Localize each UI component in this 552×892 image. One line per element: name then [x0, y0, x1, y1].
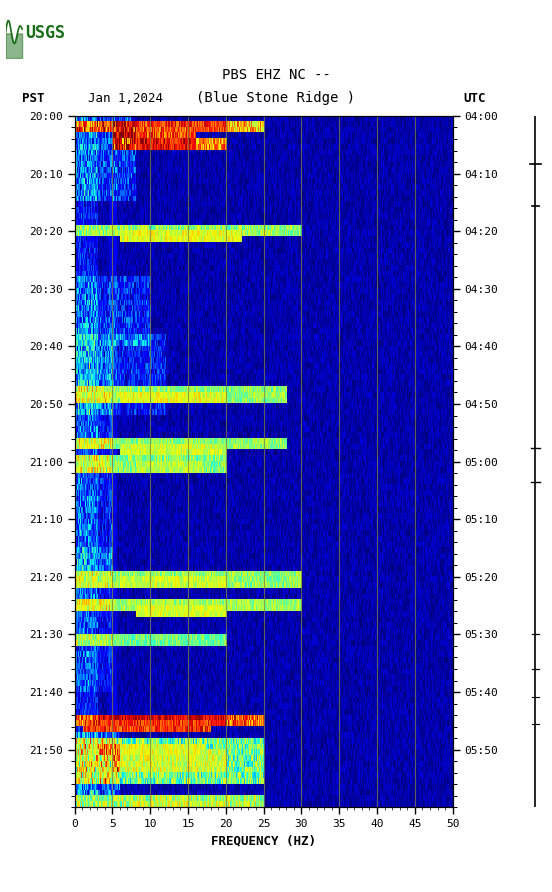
- Text: (Blue Stone Ridge ): (Blue Stone Ridge ): [197, 91, 355, 105]
- Text: UTC: UTC: [464, 92, 486, 105]
- Text: PST: PST: [22, 92, 45, 105]
- Text: Jan 1,2024: Jan 1,2024: [88, 92, 163, 105]
- X-axis label: FREQUENCY (HZ): FREQUENCY (HZ): [211, 835, 316, 847]
- Text: USGS: USGS: [25, 24, 65, 43]
- Text: PBS EHZ NC --: PBS EHZ NC --: [221, 68, 331, 82]
